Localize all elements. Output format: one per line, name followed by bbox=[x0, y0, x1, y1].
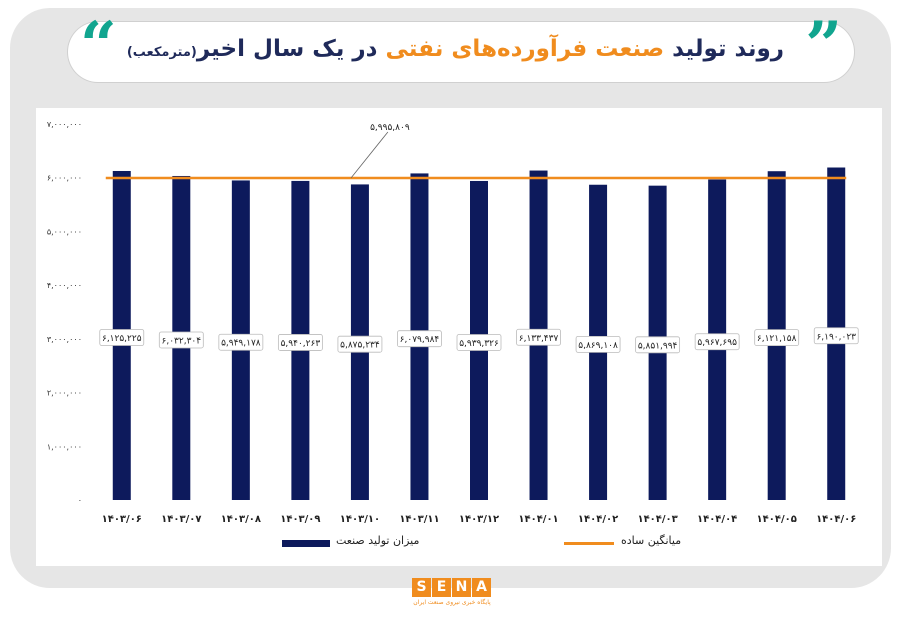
data-label-box bbox=[99, 329, 145, 346]
data-label: ۶,۱۲۱,۱۵۸ bbox=[757, 334, 797, 344]
x-tick-label: ۱۴۰۳/۱۲ bbox=[459, 514, 499, 525]
y-tick-label: ۷,۰۰۰,۰۰۰ bbox=[47, 120, 82, 129]
bar-chart: ۰ ۱,۰۰۰,۰۰۰ ۲,۰۰۰,۰۰۰ ۳,۰۰۰,۰۰۰ ۴,۰۰۰,۰۰۰ ۵,۰… bbox=[47, 120, 859, 525]
title-part1: روند تولید bbox=[672, 36, 784, 62]
data-label: ۵,۹۴۹,۱۷۸ bbox=[221, 339, 261, 349]
quote-close-icon: ” bbox=[805, 8, 842, 83]
data-label: ۵,۹۳۹,۳۲۶ bbox=[459, 339, 499, 349]
data-label-box bbox=[397, 330, 442, 348]
legend-bar-label: میزان تولید صنعت bbox=[336, 534, 420, 547]
infographic-frame: “ روند تولید صنعت فرآورده‌های نفتی در یک… bbox=[10, 8, 891, 588]
title-highlight: صنعت فرآورده‌های نفتی bbox=[385, 36, 665, 62]
data-label: ۵,۸۶۹,۱۰۸ bbox=[578, 341, 618, 351]
data-label-box bbox=[575, 335, 621, 353]
x-tick-label: ۱۴۰۳/۰۹ bbox=[280, 514, 320, 525]
legend-line-swatch bbox=[564, 542, 614, 545]
data-label: ۶,۱۲۵,۲۲۵ bbox=[102, 334, 142, 344]
x-tick-label: ۱۴۰۴/۰۵ bbox=[757, 514, 797, 525]
data-label-box bbox=[813, 327, 859, 345]
logo-subtitle: پایگاه خبری نیروی صنعت ایران bbox=[413, 599, 491, 606]
y-tick-label: ۶,۰۰۰,۰۰۰ bbox=[47, 174, 82, 183]
data-label: ۵,۹۴۰,۲۶۳ bbox=[281, 339, 321, 349]
legend-line-label: میانگین ساده bbox=[621, 534, 682, 547]
x-tick-label: ۱۴۰۳/۰۸ bbox=[221, 514, 261, 525]
y-tick-label: ۵,۰۰۰,۰۰۰ bbox=[47, 227, 82, 236]
y-tick-label: ۳,۰۰۰,۰۰۰ bbox=[47, 335, 82, 344]
data-label-box bbox=[694, 333, 740, 351]
legend-bar-swatch bbox=[282, 540, 330, 547]
x-tick-label: ۱۴۰۴/۰۳ bbox=[637, 514, 677, 525]
y-tick-label: ۰ bbox=[78, 496, 82, 505]
average-leader-line bbox=[350, 131, 389, 179]
data-label: ۶,۰۳۲,۳۰۴ bbox=[162, 336, 202, 346]
data-label-box bbox=[635, 336, 681, 354]
average-label: ۵,۹۹۵,۸۰۹ bbox=[370, 123, 410, 133]
x-tick-label: ۱۴۰۴/۰۴ bbox=[697, 514, 737, 525]
data-label: ۵,۹۶۷,۶۹۵ bbox=[697, 338, 737, 348]
data-label-box bbox=[337, 335, 383, 353]
x-tick-label: ۱۴۰۳/۱۱ bbox=[399, 514, 439, 525]
logo-letter-s: S bbox=[412, 578, 431, 597]
data-label-box bbox=[754, 329, 800, 347]
y-tick-label: ۱,۰۰۰,۰۰۰ bbox=[47, 442, 82, 451]
logo-letter-a: A bbox=[472, 578, 491, 597]
chart-panel: ۰ ۱,۰۰۰,۰۰۰ ۲,۰۰۰,۰۰۰ ۳,۰۰۰,۰۰۰ ۴,۰۰۰,۰۰۰ ۵,۰… bbox=[36, 108, 882, 566]
x-tick-label: ۱۴۰۴/۰۱ bbox=[518, 514, 558, 525]
y-tick-label: ۲,۰۰۰,۰۰۰ bbox=[47, 389, 82, 398]
logo-letter-e: E bbox=[432, 578, 451, 597]
data-label-box bbox=[277, 334, 323, 351]
x-tick-label: ۱۴۰۳/۱۰ bbox=[340, 514, 380, 525]
data-label-box bbox=[456, 334, 502, 351]
data-label: ۵,۸۵۱,۹۹۴ bbox=[638, 341, 678, 351]
x-tick-label: ۱۴۰۳/۰۶ bbox=[102, 514, 142, 525]
quote-open-icon: “ bbox=[80, 8, 117, 83]
logo-letter-n: N bbox=[452, 578, 471, 597]
data-label: ۶,۱۳۳,۴۳۷ bbox=[519, 334, 559, 344]
chart-title: روند تولید صنعت فرآورده‌های نفتی در یک س… bbox=[127, 36, 784, 62]
data-label: ۵,۸۷۵,۲۳۴ bbox=[340, 341, 380, 351]
title-part2: در یک سال اخیر bbox=[196, 36, 378, 62]
data-label-box bbox=[218, 333, 264, 351]
data-label: ۶,۰۷۹,۹۸۴ bbox=[400, 335, 440, 345]
title-banner: “ روند تولید صنعت فرآورده‌های نفتی در یک… bbox=[68, 14, 854, 82]
data-label: ۶,۱۹۰,۰۲۳ bbox=[816, 332, 856, 342]
x-tick-label: ۱۴۰۴/۰۲ bbox=[578, 514, 618, 525]
data-label-box bbox=[516, 328, 561, 346]
x-tick-label: ۱۴۰۳/۰۷ bbox=[161, 514, 201, 525]
y-tick-label: ۴,۰۰۰,۰۰۰ bbox=[47, 281, 82, 290]
title-unit: (مترمکعب) bbox=[126, 45, 197, 60]
x-tick-label: ۱۴۰۴/۰۶ bbox=[816, 514, 856, 525]
data-label-box bbox=[158, 331, 204, 349]
sena-logo: S E N A پایگاه خبری نیروی صنعت ایران bbox=[412, 578, 492, 612]
